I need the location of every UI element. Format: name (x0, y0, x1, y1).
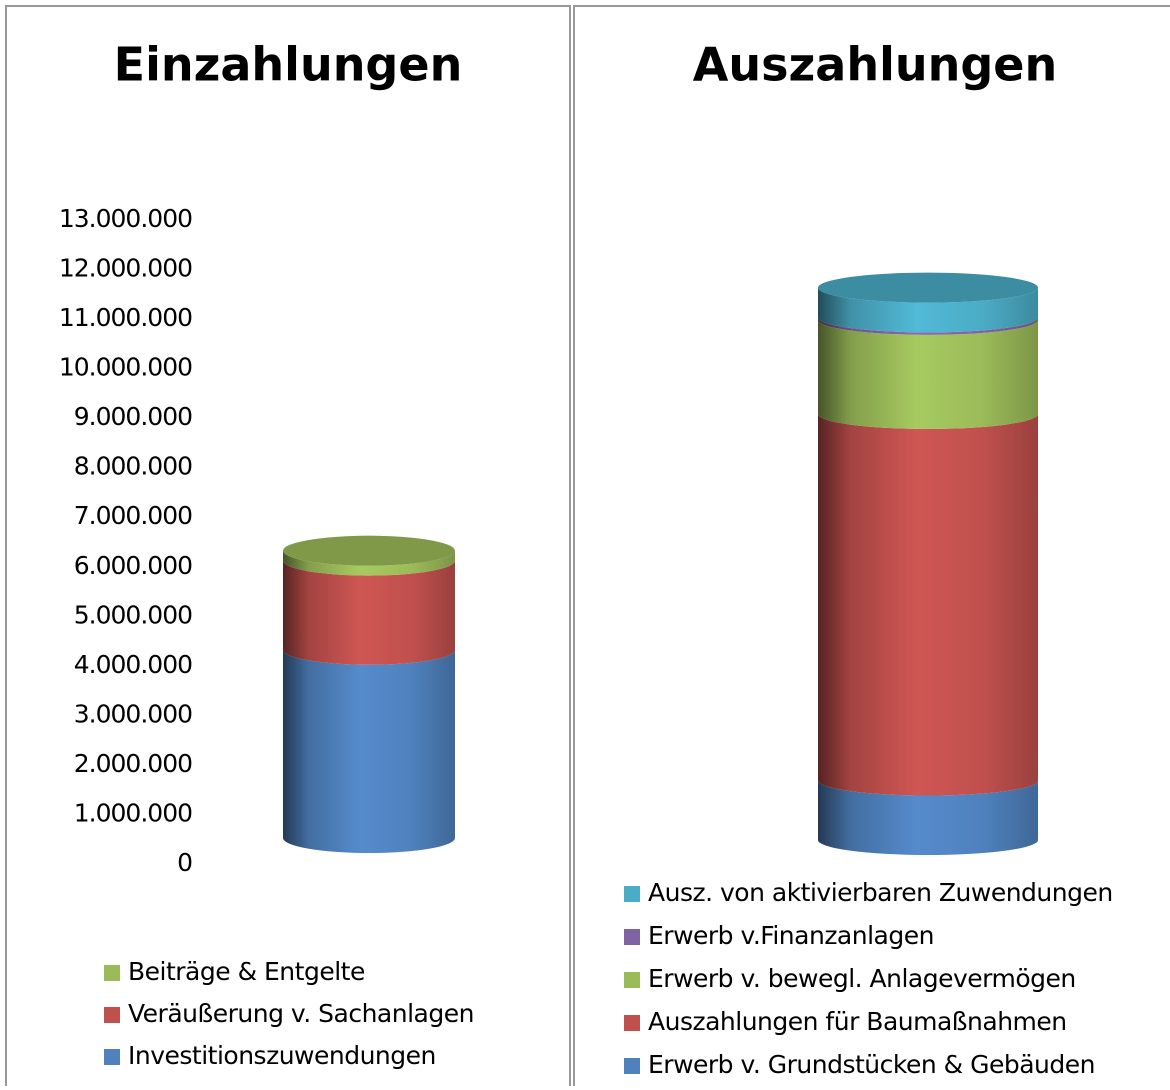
y-tick-label: 13.000.000 (59, 204, 192, 233)
y-tick-label: 12.000.000 (59, 254, 192, 283)
bar (818, 413, 1038, 796)
bar-top (283, 535, 455, 566)
y-tick-label: 2.000.000 (74, 749, 192, 778)
bar (283, 649, 455, 853)
legend-label: Veräußerung v. Sachanlagen (128, 999, 474, 1028)
y-tick-label: 7.000.000 (74, 501, 192, 530)
legend-label: Erwerb v. bewegl. Anlagevermögen (648, 964, 1076, 993)
y-tick-label: 0 (177, 848, 192, 877)
y-tick-label: 10.000.000 (59, 353, 192, 382)
legend-swatch (624, 929, 640, 945)
legend-swatch (104, 1007, 120, 1023)
legend-label: Auszahlungen für Baumaßnahmen (648, 1007, 1067, 1036)
legend-swatch (624, 972, 640, 988)
y-tick-label: 1.000.000 (74, 798, 192, 827)
y-tick-label: 11.000.000 (59, 303, 192, 332)
bar (283, 560, 455, 665)
legend-swatch (624, 1058, 640, 1074)
legend-label: Erwerb v. Grundstücken & Gebäuden (648, 1050, 1095, 1079)
y-tick-label: 4.000.000 (74, 650, 192, 679)
legend-swatch (624, 886, 640, 902)
legend-swatch (624, 1015, 640, 1031)
legend-label: Erwerb v.Finanzanlagen (648, 921, 934, 950)
bar (818, 287, 1038, 333)
bar (283, 550, 455, 576)
bar (818, 319, 1038, 429)
legend-swatch (104, 965, 120, 981)
bar-top (818, 272, 1038, 303)
legend-label: Ausz. von aktivierbaren Zuwendungen (648, 878, 1113, 907)
legend-label: Beiträge & Entgelte (128, 957, 365, 986)
panel (573, 5, 1170, 1090)
chart-title: Einzahlungen (114, 38, 463, 92)
y-tick-label: 3.000.000 (74, 699, 192, 728)
bar (818, 780, 1038, 855)
legend-label: Investitionszuwendungen (128, 1041, 436, 1070)
chart-title: Auszahlungen (693, 38, 1057, 92)
bar (818, 317, 1038, 335)
y-tick-label: 8.000.000 (74, 452, 192, 481)
panel (5, 5, 571, 1090)
y-tick-label: 5.000.000 (74, 600, 192, 629)
y-tick-label: 9.000.000 (74, 402, 192, 431)
legend-swatch (104, 1049, 120, 1065)
y-tick-label: 6.000.000 (74, 551, 192, 580)
